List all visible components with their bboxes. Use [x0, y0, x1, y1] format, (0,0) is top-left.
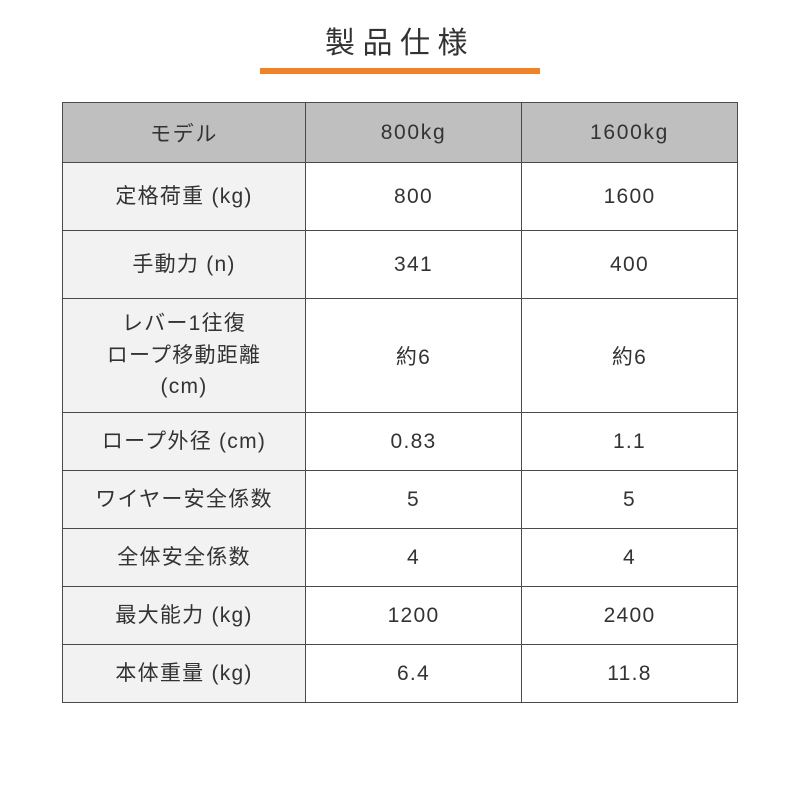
- row-value-1600: 11.8: [522, 645, 738, 703]
- row-value-800: 341: [306, 231, 522, 299]
- row-value-800: 1200: [306, 587, 522, 645]
- col-header-model: モデル: [63, 103, 306, 163]
- col-header-800: 800kg: [306, 103, 522, 163]
- title-underline: [260, 68, 540, 74]
- row-value-800: 5: [306, 471, 522, 529]
- row-value-1600: 2400: [522, 587, 738, 645]
- table-row: 定格荷重 (kg)8001600: [63, 163, 738, 231]
- table-row: 本体重量 (kg)6.411.8: [63, 645, 738, 703]
- col-header-1600: 1600kg: [522, 103, 738, 163]
- page: 製品仕様 モデル 800kg 1600kg 定格荷重 (kg)8001600手動…: [0, 0, 800, 703]
- spec-table-body: 定格荷重 (kg)8001600手動力 (n)341400レバー1往復ロープ移動…: [63, 163, 738, 703]
- table-row: レバー1往復ロープ移動距離(cm)約6約6: [63, 299, 738, 413]
- row-label: 全体安全係数: [63, 529, 306, 587]
- row-value-800: 6.4: [306, 645, 522, 703]
- row-value-1600: 5: [522, 471, 738, 529]
- page-title: 製品仕様: [62, 18, 738, 68]
- row-label: 定格荷重 (kg): [63, 163, 306, 231]
- row-value-1600: 1.1: [522, 413, 738, 471]
- row-label: ロープ外径 (cm): [63, 413, 306, 471]
- row-value-1600: 約6: [522, 299, 738, 413]
- table-row: 手動力 (n)341400: [63, 231, 738, 299]
- row-value-800: 約6: [306, 299, 522, 413]
- table-row: 最大能力 (kg)12002400: [63, 587, 738, 645]
- title-block: 製品仕様: [62, 18, 738, 74]
- row-value-800: 4: [306, 529, 522, 587]
- row-label: レバー1往復ロープ移動距離(cm): [63, 299, 306, 413]
- spec-table: モデル 800kg 1600kg 定格荷重 (kg)8001600手動力 (n)…: [62, 102, 738, 703]
- row-label: 本体重量 (kg): [63, 645, 306, 703]
- table-row: ワイヤー安全係数55: [63, 471, 738, 529]
- table-row: ロープ外径 (cm)0.831.1: [63, 413, 738, 471]
- row-value-1600: 4: [522, 529, 738, 587]
- row-label: ワイヤー安全係数: [63, 471, 306, 529]
- table-header-row: モデル 800kg 1600kg: [63, 103, 738, 163]
- row-value-800: 0.83: [306, 413, 522, 471]
- row-label: 手動力 (n): [63, 231, 306, 299]
- row-value-800: 800: [306, 163, 522, 231]
- row-value-1600: 1600: [522, 163, 738, 231]
- row-value-1600: 400: [522, 231, 738, 299]
- row-label: 最大能力 (kg): [63, 587, 306, 645]
- table-row: 全体安全係数44: [63, 529, 738, 587]
